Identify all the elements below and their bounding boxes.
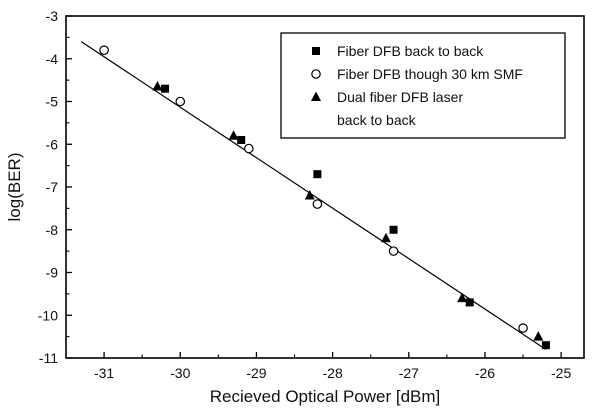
x-axis-label: Recieved Optical Power [dBm] [210, 387, 441, 406]
fit-line [80, 41, 547, 350]
y-tick-label: -5 [46, 94, 59, 110]
y-tick-label: -6 [46, 136, 59, 152]
y-tick-label: -11 [39, 350, 58, 366]
point-fiber-dfb-b2b [237, 135, 246, 144]
y-tick-label: -4 [46, 51, 59, 67]
point-fiber-dfb-30km [175, 96, 186, 107]
point-fiber-dfb-b2b [389, 225, 398, 234]
point-dual-fiber-dfb [533, 331, 544, 341]
y-tick-label: -10 [38, 307, 58, 323]
point-dual-fiber-dfb [152, 81, 163, 91]
y-axis-label: log(BER) [5, 153, 24, 222]
point-fiber-dfb-b2b [313, 170, 322, 179]
data-points [99, 45, 550, 350]
point-dual-fiber-dfb [380, 232, 391, 243]
legend-series-1-label: Fiber DFB back to back [337, 43, 484, 59]
y-tick-label: -3 [46, 8, 59, 24]
y-tick-label: -9 [46, 265, 59, 281]
legend-markers [311, 47, 321, 101]
point-dual-fiber-dfb [228, 130, 239, 140]
x-tick-label: -28 [323, 365, 343, 381]
legend-marker-2 [311, 69, 321, 79]
point-fiber-dfb-b2b [541, 341, 550, 350]
legend-series-2-label: Fiber DFB though 30 km SMF [337, 66, 523, 82]
fit-line-group [80, 41, 547, 350]
point-fiber-dfb-30km [312, 199, 323, 209]
point-fiber-dfb-30km [388, 246, 399, 256]
point-fiber-dfb-30km [99, 45, 109, 55]
point-dual-fiber-dfb [457, 292, 468, 303]
x-tick-label: -27 [399, 365, 419, 381]
legend-series-3-label-line1: Dual fiber DFB laser [337, 89, 463, 105]
x-tick-label: -29 [246, 365, 266, 381]
point-fiber-dfb-30km [244, 143, 254, 154]
point-fiber-dfb-b2b [465, 298, 474, 307]
legend-box [280, 32, 566, 139]
y-tick-label: -7 [46, 179, 59, 195]
legend-series-3-label-line2: back to back [337, 112, 417, 128]
legend-marker-3 [311, 91, 321, 101]
axis-ticks: -31 -30 -29 -28 -27 -26 -25 -3 -4 -5 -6 -7 -8 -9 -10 -1… [38, 8, 572, 381]
x-tick-label: -31 [94, 365, 114, 381]
point-fiber-dfb-b2b [161, 84, 170, 93]
legend-marker-1 [312, 47, 320, 55]
x-tick-label: -25 [551, 365, 571, 381]
point-fiber-dfb-30km [518, 323, 528, 333]
y-tick-label: -8 [46, 222, 59, 238]
legend: Fiber DFB back to back Fiber DFB though … [280, 32, 566, 139]
point-dual-fiber-dfb [304, 190, 315, 200]
x-tick-label: -30 [170, 365, 190, 381]
x-tick-label: -26 [475, 365, 495, 381]
